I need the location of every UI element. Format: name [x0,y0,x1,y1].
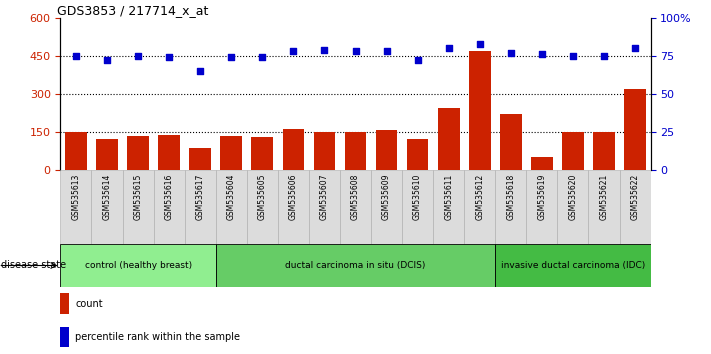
Text: GSM535612: GSM535612 [475,174,484,220]
Text: GSM535617: GSM535617 [196,174,205,220]
Point [319,47,330,52]
Point [257,55,268,60]
Bar [314,132,336,170]
Bar [189,148,211,170]
Bar [220,136,242,170]
Point [195,68,206,74]
Text: GSM535621: GSM535621 [599,174,609,220]
Bar [60,293,69,314]
Text: GSM535616: GSM535616 [165,174,173,220]
Bar [500,114,522,170]
Bar [464,170,496,244]
Text: GDS3853 / 217714_x_at: GDS3853 / 217714_x_at [58,4,209,17]
Text: GSM535607: GSM535607 [320,174,329,220]
Bar [159,135,180,170]
Bar [469,51,491,170]
Text: GSM535615: GSM535615 [134,174,143,220]
Text: GSM535610: GSM535610 [413,174,422,220]
Text: control (healthy breast): control (healthy breast) [85,261,192,270]
Bar [496,244,651,287]
Bar [185,170,215,244]
Point [381,48,392,54]
Bar [438,108,459,170]
Point [505,50,516,56]
Text: GSM535608: GSM535608 [351,174,360,220]
Text: GSM535604: GSM535604 [227,174,236,220]
Bar [60,244,215,287]
Text: GSM535606: GSM535606 [289,174,298,220]
Bar [526,170,557,244]
Bar [557,170,589,244]
Bar [278,170,309,244]
Text: GSM535605: GSM535605 [258,174,267,220]
Point [598,53,609,58]
Bar [407,139,429,170]
Bar [371,170,402,244]
Text: count: count [75,298,103,309]
Bar [624,89,646,170]
Text: percentile rank within the sample: percentile rank within the sample [75,332,240,342]
Text: GSM535620: GSM535620 [568,174,577,220]
Text: GSM535622: GSM535622 [631,174,639,220]
Bar [127,136,149,170]
Bar [122,170,154,244]
Bar [375,130,397,170]
Text: disease state: disease state [1,261,66,270]
Bar [92,170,122,244]
Text: GSM535618: GSM535618 [506,174,515,220]
Bar [282,129,304,170]
Bar [60,170,92,244]
Bar [309,170,340,244]
Point [412,57,423,63]
Bar [215,244,496,287]
Point [443,45,454,51]
Bar [60,327,69,347]
Point [225,55,237,60]
Bar [215,170,247,244]
Bar [562,132,584,170]
Text: GSM535609: GSM535609 [382,174,391,220]
Text: invasive ductal carcinoma (IDC): invasive ductal carcinoma (IDC) [501,261,645,270]
Point [474,41,486,46]
Text: GSM535611: GSM535611 [444,174,453,220]
Point [288,48,299,54]
Bar [247,170,278,244]
Bar [593,132,615,170]
Point [164,55,175,60]
Text: GSM535619: GSM535619 [538,174,546,220]
Text: GSM535613: GSM535613 [72,174,80,220]
Point [350,48,361,54]
Text: GSM535614: GSM535614 [102,174,112,220]
Point [70,53,82,58]
Point [102,57,113,63]
Bar [345,132,366,170]
Point [536,51,547,57]
Point [132,53,144,58]
Bar [402,170,433,244]
Point [629,45,641,51]
Bar [619,170,651,244]
Bar [252,137,273,170]
Bar [154,170,185,244]
Bar [589,170,619,244]
Bar [340,170,371,244]
Bar [496,170,526,244]
Bar [433,170,464,244]
Bar [531,157,552,170]
Bar [96,139,118,170]
Text: ductal carcinoma in situ (DCIS): ductal carcinoma in situ (DCIS) [285,261,426,270]
Bar [65,132,87,170]
Point [567,53,579,58]
